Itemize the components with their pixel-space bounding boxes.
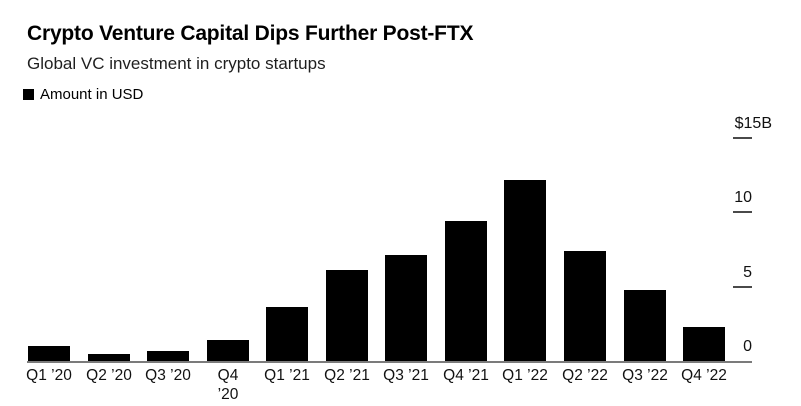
x-axis-label: Q1 ’20: [26, 367, 72, 384]
legend-label: Amount in USD: [40, 86, 144, 103]
legend: Amount in USD: [23, 86, 143, 103]
y-axis-label: 5: [743, 264, 752, 281]
bar-q4-20: [207, 340, 249, 361]
y-axis-tick: [733, 137, 752, 139]
y-axis-label: 0: [743, 338, 752, 355]
bar-q3-22: [624, 290, 666, 361]
x-axis-label: Q4 ’20: [217, 367, 239, 403]
x-axis-label: Q4 ’22: [681, 367, 727, 384]
y-axis-label: $15B: [734, 115, 772, 132]
bar-q1-21: [266, 307, 308, 361]
bar-q3-20: [147, 351, 189, 361]
y-axis-tick: [733, 286, 752, 288]
legend-swatch-icon: [23, 89, 34, 100]
x-axis-line: [27, 361, 752, 363]
x-axis-label: Q3 ’20: [145, 367, 191, 384]
x-axis-label: Q2 ’21: [324, 367, 370, 384]
bar-q4-22: [683, 327, 725, 361]
chart-title: Crypto Venture Capital Dips Further Post…: [27, 22, 474, 45]
bar-q2-20: [88, 354, 130, 361]
y-axis-tick: [733, 211, 752, 213]
chart-subtitle: Global VC investment in crypto startups: [27, 54, 326, 73]
x-axis-label: Q1 ’21: [264, 367, 310, 384]
x-axis-label: Q3 ’22: [622, 367, 668, 384]
x-axis-label: Q2 ’22: [562, 367, 608, 384]
bar-q1-20: [28, 346, 70, 361]
bar-q1-22: [504, 180, 546, 361]
bar-q2-21: [326, 270, 368, 361]
bar-q2-22: [564, 251, 606, 361]
x-axis-label: Q1 ’22: [502, 367, 548, 384]
x-axis-label: Q3 ’21: [383, 367, 429, 384]
bar-q4-21: [445, 221, 487, 361]
y-axis-label: 10: [734, 189, 752, 206]
x-axis-label: Q2 ’20: [86, 367, 132, 384]
x-axis-label: Q4 ’21: [443, 367, 489, 384]
bar-q3-21: [385, 255, 427, 361]
